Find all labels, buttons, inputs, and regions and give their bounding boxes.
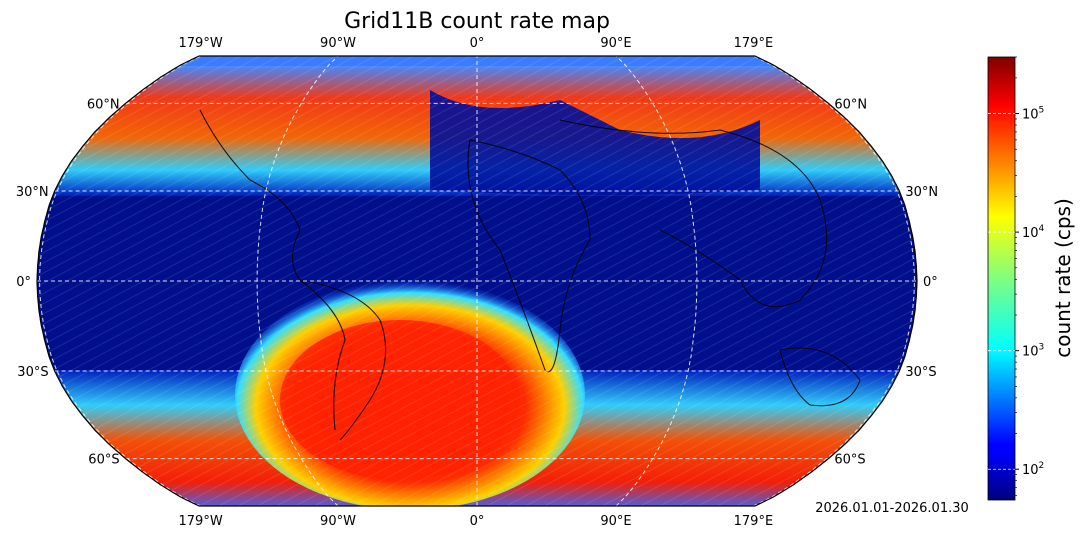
bottom-longitude-labels: 179°W 90°W 0° 90°E 179°E bbox=[179, 514, 774, 529]
lat-label-right: 30°N bbox=[905, 185, 938, 200]
map-title: Grid11B count rate map bbox=[344, 9, 610, 34]
map-outline bbox=[36, 55, 918, 507]
lat-label-right: 60°N bbox=[834, 97, 867, 112]
lon-label-bottom: 0° bbox=[470, 514, 485, 529]
lat-label-left: 60°S bbox=[88, 453, 119, 468]
meridian-line bbox=[256, 56, 339, 506]
coastlines bbox=[199, 109, 861, 441]
lon-label-top: 179°E bbox=[734, 36, 774, 51]
colorbar-tick-label: 103 bbox=[1022, 343, 1044, 360]
world-map bbox=[37, 56, 917, 506]
lon-label-top: 90°W bbox=[320, 36, 356, 51]
date-range: 2026.01.01-2026.01.30 bbox=[815, 501, 969, 516]
top-longitude-labels: 179°W 90°W 0° 90°E 179°E bbox=[179, 36, 774, 51]
colorbar: 102 103 104 105 count rate (cps) bbox=[987, 56, 1075, 501]
lat-label-left: 30°S bbox=[17, 365, 48, 380]
lon-label-bottom: 90°W bbox=[320, 514, 356, 529]
lat-label-right: 30°S bbox=[905, 365, 936, 380]
lon-label-bottom: 179°E bbox=[734, 514, 774, 529]
lon-label-bottom: 90°E bbox=[600, 514, 631, 529]
right-latitude-labels: 60°N 30°N 0° 30°S 60°S bbox=[834, 97, 938, 467]
colorbar-tick-label: 105 bbox=[1022, 106, 1044, 123]
map-streak-texture bbox=[37, 56, 917, 506]
graticule bbox=[37, 56, 917, 506]
lat-label-right: 0° bbox=[923, 275, 938, 290]
lon-label-top: 90°E bbox=[600, 36, 631, 51]
lon-label-top: 179°W bbox=[179, 36, 223, 51]
colorbar-tick-label: 102 bbox=[1022, 461, 1044, 478]
left-latitude-labels: 60°N 30°N 0° 30°S 60°S bbox=[16, 97, 120, 467]
lat-label-left: 0° bbox=[16, 275, 31, 290]
colorbar-label: count rate (cps) bbox=[1051, 198, 1075, 357]
meridian-line bbox=[615, 56, 698, 506]
colorbar-tick-label: 104 bbox=[1022, 224, 1045, 241]
lon-label-bottom: 179°W bbox=[179, 514, 223, 529]
colorbar-gradient bbox=[987, 56, 1016, 501]
lat-label-left: 30°N bbox=[16, 185, 49, 200]
lat-label-right: 60°S bbox=[834, 453, 865, 468]
lon-label-top: 0° bbox=[470, 36, 485, 51]
lat-label-left: 60°N bbox=[87, 97, 120, 112]
